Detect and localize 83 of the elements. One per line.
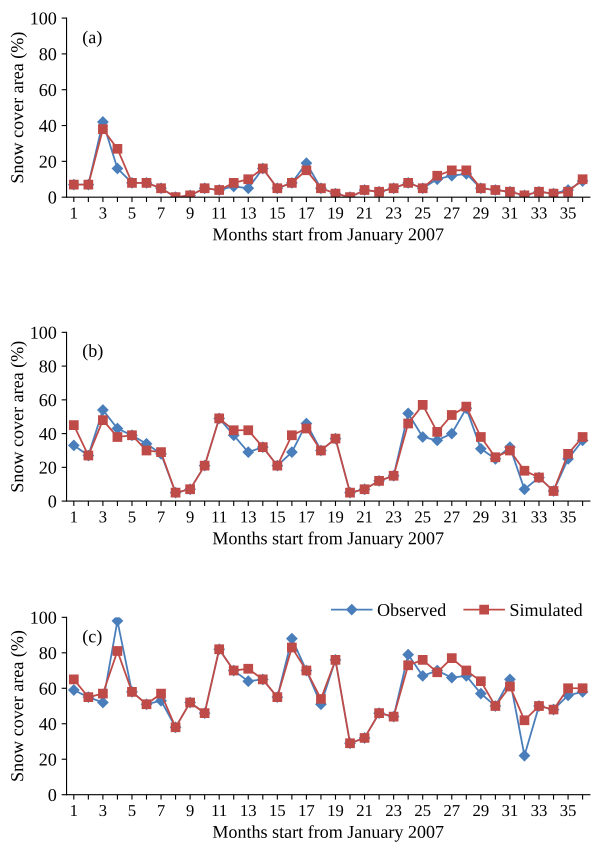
x-axis-title: Months start from January 2007 [212,531,444,548]
x-tick-label: 11 [212,804,226,816]
x-tick-label: 3 [100,511,106,523]
annotation: (a) [83,30,102,47]
y-axis-title: Snow cover area (%) [10,32,27,182]
x-tick-label: 31 [502,207,518,219]
x-tick-label: 5 [128,805,136,816]
y-tick-label: 0 [48,495,56,508]
y-tick-label: 60 [40,84,56,96]
annotation: (c) [83,630,102,646]
y-tick-label: 100 [31,612,56,624]
legend-label: Observed [378,603,446,616]
y-tick-label: 40 [39,120,56,132]
x-tick-label: 19 [328,207,344,219]
x-tick-label: 11 [212,207,226,218]
x-axis-title: Months start from January 2007 [212,228,444,244]
x-tick-label: 19 [328,511,344,523]
x-tick-label: 23 [386,804,402,816]
y-axis-title: Snow cover area (%) [10,342,27,492]
x-tick-label: 31 [502,804,518,816]
x-tick-label: 27 [444,207,460,218]
y-tick-label: 100 [31,326,56,339]
x-tick-label: 7 [158,208,165,218]
y-tick-label: 0 [48,191,56,204]
x-tick-label: 1 [71,804,77,816]
y-tick-label: 20 [40,462,56,474]
x-tick-label: 17 [300,511,314,522]
x-tick-label: 31 [502,511,518,523]
x-tick-label: 3 [100,804,106,816]
x-tick-label: 29 [473,511,488,523]
x-tick-label: 35 [560,207,576,219]
x-tick-label: 5 [128,511,136,523]
x-tick-label: 27 [444,511,460,522]
y-tick-label: 20 [40,753,56,766]
x-tick-label: 15 [270,511,286,523]
x-tick-label: 23 [386,207,402,219]
x-tick-label: 1 [71,511,77,522]
y-tick-label: 80 [39,360,56,373]
x-tick-label: 9 [186,207,194,219]
x-tick-label: 33 [531,804,547,816]
y-tick-label: 40 [39,428,56,440]
y-tick-label: 60 [40,394,56,406]
y-tick-label: 100 [31,12,56,25]
x-tick-label: 25 [415,511,430,523]
x-tick-label: 33 [531,511,547,523]
x-tick-label: 19 [328,804,344,816]
x-tick-label: 29 [473,207,488,219]
legend-label: Simulated [510,603,582,616]
x-tick-label: 13 [241,511,256,523]
x-tick-label: 21 [356,207,372,218]
y-tick-label: 0 [48,788,56,802]
annotation: (b) [83,344,103,361]
y-tick-label: 20 [40,156,56,168]
x-tick-label: 7 [158,511,165,522]
x-tick-label: 9 [186,511,194,523]
y-tick-label: 80 [39,48,56,60]
x-tick-label: 35 [560,511,576,523]
x-tick-label: 23 [386,511,402,523]
x-tick-label: 1 [71,207,77,218]
x-tick-label: 15 [270,804,286,816]
y-axis-title: Snow cover area (%) [10,630,27,781]
x-tick-label: 33 [531,207,547,219]
x-tick-label: 35 [560,804,576,816]
x-tick-label: 11 [212,511,226,522]
x-tick-label: 3 [100,207,106,219]
x-tick-label: 7 [158,805,165,816]
x-tick-label: 17 [300,804,314,816]
x-tick-label: 13 [241,207,256,219]
x-tick-label: 15 [270,207,286,219]
x-tick-label: 21 [356,511,372,522]
y-tick-label: 40 [39,718,56,730]
x-tick-label: 5 [128,208,136,219]
x-tick-label: 13 [241,804,256,816]
y-tick-label: 60 [40,682,56,695]
x-tick-label: 25 [415,804,430,816]
x-tick-label: 29 [473,804,488,816]
x-axis-title: Months start from January 2007 [212,825,444,842]
y-tick-label: 80 [39,647,56,660]
x-tick-label: 27 [444,804,460,816]
x-tick-label: 25 [415,207,430,219]
x-tick-label: 17 [300,207,314,218]
x-tick-label: 21 [356,804,372,816]
x-tick-label: 9 [186,804,194,816]
